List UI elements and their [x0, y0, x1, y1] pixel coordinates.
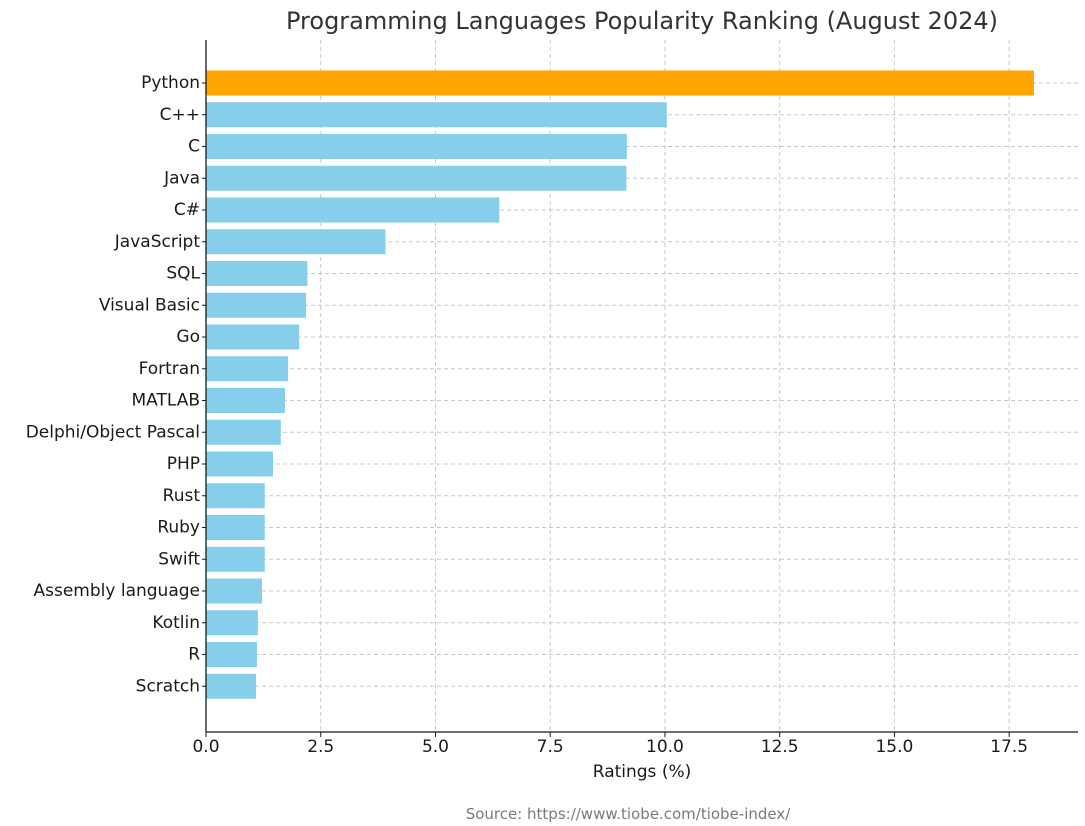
bar-c- — [206, 197, 500, 223]
axes — [205, 40, 1078, 733]
y-tick-label: JavaScript — [114, 232, 201, 252]
x-tick-label: 12.5 — [761, 737, 799, 757]
bar-swift — [206, 546, 265, 572]
bar-kotlin — [206, 610, 258, 636]
bar-visual-basic — [206, 292, 307, 318]
bar-rust — [206, 483, 265, 509]
x-tick-label: 2.5 — [307, 737, 334, 757]
y-tick-label: Ruby — [157, 518, 200, 538]
bar-c- — [206, 102, 667, 128]
bar-matlab — [206, 388, 285, 413]
y-tick-label: Swift — [158, 549, 200, 569]
grid-lines — [205, 40, 1078, 732]
bar-fortran — [206, 356, 289, 382]
y-tick-label: Go — [176, 327, 200, 347]
bar-ruby — [206, 515, 265, 540]
x-tick-label: 7.5 — [537, 737, 564, 757]
y-tick-label: Rust — [163, 486, 201, 506]
x-tick-labels: 0.0 2.5 5.0 7.5 10.0 12.5 15.0 17.5 — [192, 732, 1028, 757]
y-tick-label: MATLAB — [131, 391, 200, 411]
bar-assembly-language — [206, 578, 262, 604]
bar-javascript — [206, 229, 386, 255]
bar-c — [206, 134, 627, 159]
bar-scratch — [206, 673, 257, 699]
bar-r — [206, 642, 257, 667]
y-tick-label: Visual Basic — [99, 295, 200, 315]
y-tick-label: Delphi/Object Pascal — [26, 422, 200, 442]
x-tick-label: 15.0 — [875, 737, 913, 757]
y-tick-label: Assembly language — [34, 581, 201, 601]
x-tick-label: 10.0 — [646, 737, 684, 757]
x-tick-label: 17.5 — [990, 737, 1028, 757]
bar-java — [206, 165, 627, 191]
y-tick-label: SQL — [166, 264, 200, 284]
bar-delphi-object-pascal — [206, 419, 281, 445]
y-tick-label: C — [188, 137, 200, 157]
bar-python — [206, 70, 1034, 96]
y-tick-label: C++ — [160, 105, 200, 125]
bar-go — [206, 324, 300, 350]
y-tick-label: Python — [141, 73, 200, 93]
x-tick-label: 0.0 — [192, 737, 219, 757]
y-tick-label: C# — [174, 200, 200, 220]
source-note: Source: https://www.tiobe.com/tiobe-inde… — [466, 805, 792, 823]
y-tick-label: Fortran — [139, 359, 200, 379]
y-tick-label: PHP — [167, 454, 200, 474]
x-axis-label: Ratings (%) — [593, 762, 692, 782]
bars — [206, 70, 1034, 699]
y-tick-labels: Python C++ C Java C# JavaScript SQL Visual Basi… — [26, 73, 206, 696]
bar-php — [206, 451, 274, 477]
chart-title: Programming Languages Popularity Ranking… — [286, 7, 998, 35]
x-tick-label: 5.0 — [422, 737, 449, 757]
y-tick-label: Kotlin — [152, 613, 200, 633]
y-tick-label: Scratch — [136, 676, 200, 696]
bar-sql — [206, 261, 308, 286]
y-tick-label: Java — [163, 168, 200, 188]
y-tick-label: R — [188, 645, 200, 665]
